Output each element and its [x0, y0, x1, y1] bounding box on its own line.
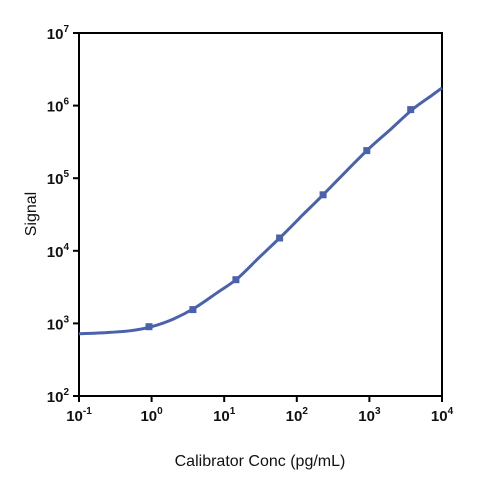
x-tick-base: 10 — [213, 408, 230, 425]
y-tick-label: 103 — [47, 314, 70, 333]
data-point — [276, 234, 284, 242]
x-tick-base: 10 — [431, 408, 448, 425]
x-tick-base: 10 — [286, 408, 303, 425]
y-tick-base: 10 — [47, 99, 64, 116]
x-axis-ticks: 10-1 100 101 102 103 104 — [66, 396, 454, 425]
data-point — [407, 106, 415, 114]
y-tick-exponent: 2 — [63, 387, 69, 398]
y-tick-label: 102 — [47, 387, 70, 406]
y-tick-exponent: 4 — [63, 242, 69, 253]
y-tick-base: 10 — [47, 171, 64, 188]
x-tick-label: 104 — [431, 406, 454, 425]
y-tick-label: 104 — [47, 242, 70, 261]
x-tick-exponent: 4 — [448, 406, 454, 417]
fit-curve-line — [78, 86, 443, 336]
y-tick-label: 107 — [47, 24, 70, 43]
x-tick-exponent: 1 — [230, 406, 236, 417]
x-axis-title: Calibrator Conc (pg/mL) — [175, 453, 346, 470]
x-tick-exponent: 2 — [302, 406, 308, 417]
plot-frame — [78, 32, 443, 397]
y-tick-base: 10 — [47, 389, 64, 406]
x-tick-label: 101 — [213, 406, 236, 425]
y-tick-exponent: 5 — [63, 169, 69, 180]
x-tick-label: 100 — [140, 406, 163, 425]
y-tick-base: 10 — [47, 316, 64, 333]
y-tick-exponent: 6 — [63, 97, 69, 108]
y-tick-base: 10 — [47, 244, 64, 261]
y-tick-label: 106 — [47, 97, 70, 116]
y-tick-exponent: 7 — [63, 24, 69, 35]
x-tick-label: 102 — [286, 406, 309, 425]
data-point — [232, 276, 240, 284]
x-tick-base: 10 — [66, 408, 83, 425]
data-point — [363, 147, 371, 155]
y-axis-title: Signal — [23, 192, 40, 236]
y-tick-label: 105 — [47, 169, 70, 188]
y-tick-base: 10 — [47, 26, 64, 43]
x-tick-base: 10 — [358, 408, 375, 425]
x-tick-base: 10 — [140, 408, 157, 425]
data-point — [189, 306, 197, 314]
data-point — [319, 191, 327, 199]
x-tick-label: 103 — [358, 406, 381, 425]
x-tick-exponent: -1 — [83, 406, 92, 417]
x-tick-exponent: 3 — [375, 406, 381, 417]
series-layer — [78, 86, 443, 336]
data-point — [145, 323, 153, 331]
y-tick-exponent: 3 — [63, 314, 69, 325]
x-tick-label: 10-1 — [66, 406, 92, 425]
x-tick-exponent: 0 — [157, 406, 163, 417]
